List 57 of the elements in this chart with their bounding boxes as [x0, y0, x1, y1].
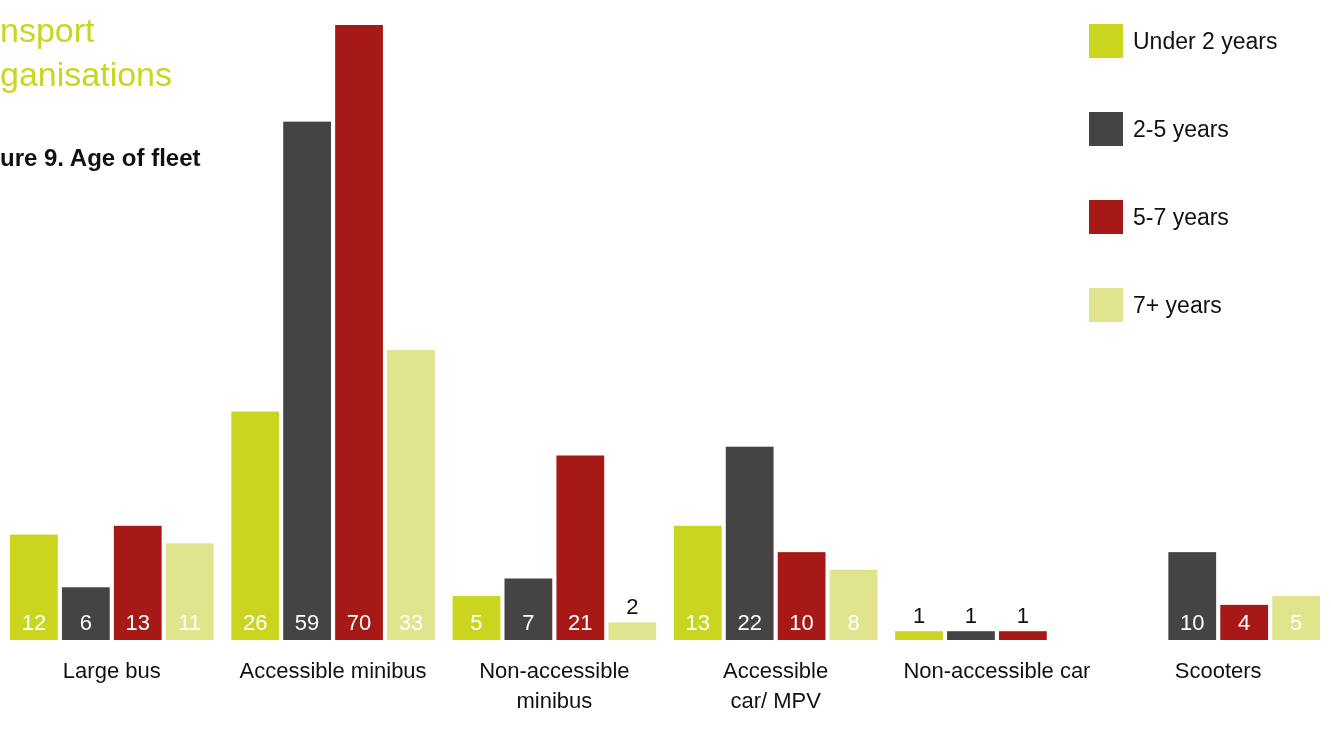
x-tick-label: Non-accessible minibus: [479, 658, 630, 713]
data-label: 12: [21, 610, 47, 635]
bar: [725, 446, 774, 640]
bar: [895, 631, 943, 640]
data-label: 7: [522, 610, 535, 635]
legend-label: 2-5 years: [1133, 116, 1229, 142]
bar: [335, 25, 383, 640]
data-label: 11: [178, 610, 202, 635]
data-label: 4: [1238, 610, 1251, 635]
data-label: 8: [847, 610, 860, 635]
bar: [947, 631, 995, 640]
bar: [231, 411, 280, 640]
data-label: 10: [789, 610, 814, 635]
data-label: 70: [346, 610, 372, 635]
bar: [608, 622, 657, 640]
data-label: 6: [79, 610, 92, 635]
bar: [504, 578, 553, 640]
x-tick-label: Non-accessible car: [903, 658, 1091, 683]
bar: [1272, 596, 1320, 640]
annotation: nsport: [0, 11, 96, 49]
data-label: 33: [398, 610, 424, 635]
bar: [452, 596, 501, 640]
bar: [673, 525, 722, 640]
data-label: 5: [470, 610, 483, 635]
legend-label: 7+ years: [1133, 292, 1222, 318]
data-label: 22: [737, 610, 762, 635]
x-tick-label: Scooters: [1174, 658, 1262, 683]
bar: [829, 569, 878, 640]
bar: [1220, 604, 1269, 640]
x-tick-label: Accessible car/ MPV: [723, 658, 829, 713]
bar: [61, 587, 110, 640]
bar: [10, 534, 58, 640]
bar: [387, 350, 435, 640]
bar: [556, 455, 605, 640]
data-label: 2: [626, 594, 639, 620]
text: ure 9. Age of fleet: [0, 144, 201, 171]
bar: [777, 552, 826, 640]
bar: [283, 121, 331, 640]
legend-label: Under 2 years: [1133, 28, 1278, 54]
x-tick-label: Large bus: [62, 658, 161, 683]
bar: [113, 525, 162, 640]
data-label: 13: [685, 610, 710, 635]
bar: [999, 631, 1047, 640]
x-tick-label: Accessible minibus: [239, 658, 427, 683]
data-label: 26: [242, 610, 268, 635]
data-label: 59: [294, 610, 320, 635]
data-label: 1: [912, 603, 926, 629]
annotation: ganisations: [0, 55, 173, 93]
bar: [165, 543, 214, 640]
data-label: 1: [964, 603, 978, 629]
data-label: 1: [1016, 603, 1030, 629]
legend-label: 5-7 years: [1133, 204, 1229, 230]
bar: [1168, 552, 1217, 640]
data-label: 13: [125, 610, 150, 635]
data-label: 21: [568, 610, 593, 635]
data-label: 10: [1180, 610, 1205, 635]
data-label: 5: [1289, 610, 1303, 635]
